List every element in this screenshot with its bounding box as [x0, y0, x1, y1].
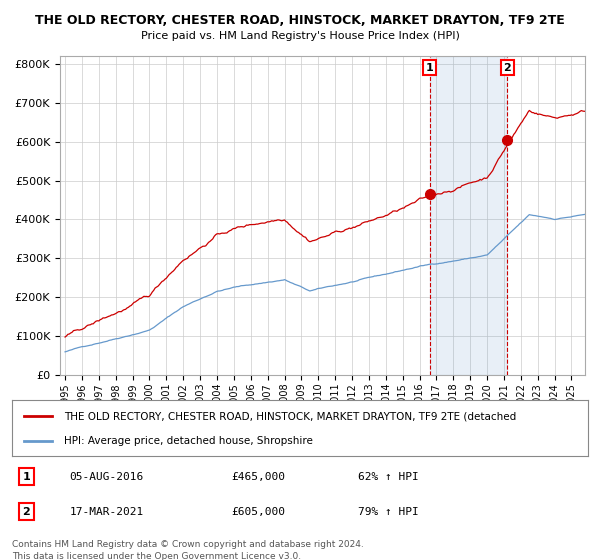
Text: THE OLD RECTORY, CHESTER ROAD, HINSTOCK, MARKET DRAYTON, TF9 2TE: THE OLD RECTORY, CHESTER ROAD, HINSTOCK,… [35, 14, 565, 27]
Text: THE OLD RECTORY, CHESTER ROAD, HINSTOCK, MARKET DRAYTON, TF9 2TE (detached: THE OLD RECTORY, CHESTER ROAD, HINSTOCK,… [64, 411, 516, 421]
Text: 05-AUG-2016: 05-AUG-2016 [70, 472, 144, 482]
Bar [430, 56, 508, 375]
Text: Contains HM Land Registry data © Crown copyright and database right 2024.: Contains HM Land Registry data © Crown c… [12, 540, 364, 549]
Text: £605,000: £605,000 [231, 507, 285, 517]
Text: 79% ↑ HPI: 79% ↑ HPI [358, 507, 418, 517]
Text: HPI: Average price, detached house, Shropshire: HPI: Average price, detached house, Shro… [64, 436, 313, 446]
Text: 62% ↑ HPI: 62% ↑ HPI [358, 472, 418, 482]
Text: £465,000: £465,000 [231, 472, 285, 482]
Text: Price paid vs. HM Land Registry's House Price Index (HPI): Price paid vs. HM Land Registry's House … [140, 31, 460, 41]
Text: 17-MAR-2021: 17-MAR-2021 [70, 507, 144, 517]
Text: 2: 2 [503, 63, 511, 73]
Text: 2: 2 [23, 507, 30, 517]
Text: 1: 1 [426, 63, 434, 73]
Text: This data is licensed under the Open Government Licence v3.0.: This data is licensed under the Open Gov… [12, 552, 301, 560]
Text: 1: 1 [23, 472, 30, 482]
